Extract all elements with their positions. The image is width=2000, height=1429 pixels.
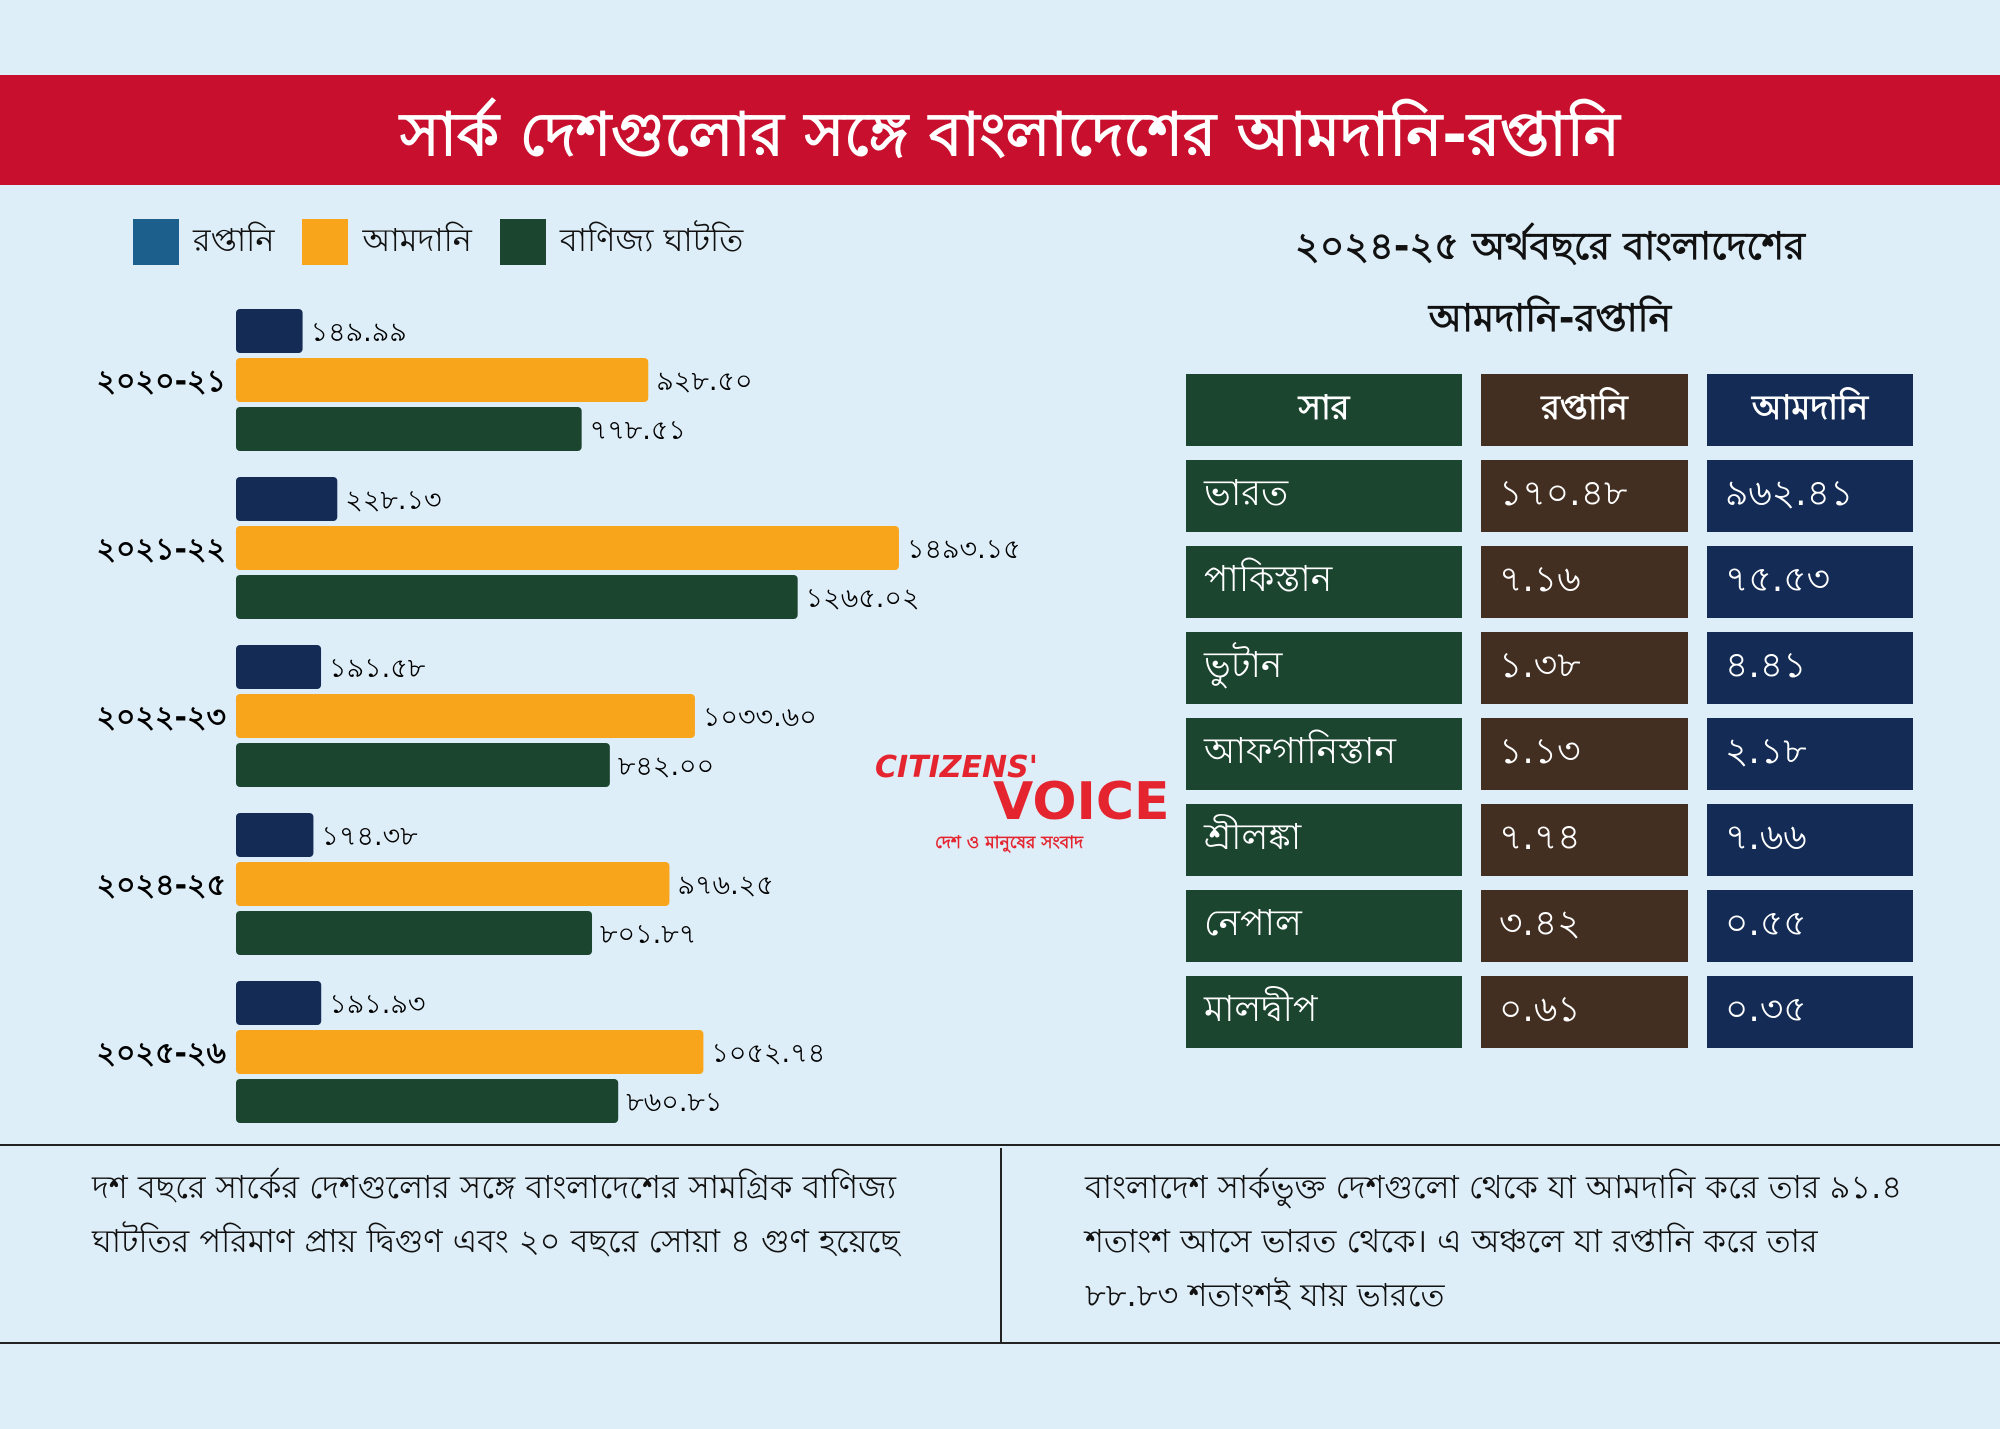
export-cell: ০.৬১ — [1481, 976, 1688, 1048]
import-cell: ২.১৮ — [1707, 718, 1913, 790]
data-label: ১৪৯৩.১৫ — [907, 534, 1021, 565]
year-label: ২০২১-২২ — [97, 532, 226, 567]
chart-legend: রপ্তানি আমদানি বাণিজ্য ঘাটতি — [133, 215, 743, 269]
legend-label: রপ্তানি — [193, 221, 275, 259]
divider — [1000, 1148, 1002, 1342]
country-cell: পাকিস্তান — [1186, 546, 1462, 618]
legend-item-deficit: বাণিজ্য ঘাটতি — [499, 215, 744, 269]
legend-swatch — [499, 219, 546, 265]
data-label: ১০৩৩.৬০ — [703, 702, 817, 733]
legend-item-import: আমদানি — [302, 215, 472, 269]
export-cell: ৭.১৬ — [1481, 546, 1688, 618]
legend-label: বাণিজ্য ঘাটতি — [559, 221, 744, 259]
bar-chart: ২০২০-২১ ১৪৯.৯৯ ৯২৮.৫০ ৭৭৮.৫১ ২০২১-২২ ২২৮.১৩ ১৪… — [97, 309, 1021, 1123]
citizens-voice-logo: CITIZENS' VOICE দেশ ও মানুষের সংবাদ — [875, 750, 1170, 860]
legend-item-export: রপ্তানি — [133, 215, 274, 269]
export-cell: ৩.৪২ — [1481, 890, 1688, 962]
legend-swatch — [133, 219, 179, 265]
import-cell: ৪.৪১ — [1707, 632, 1913, 704]
logo-text: CITIZENS' — [875, 750, 1038, 785]
bar-import — [236, 1030, 704, 1074]
bar-deficit — [236, 743, 610, 787]
note-left: দশ বছরে সার্কের দেশগুলোর সঙ্গে বাংলাদেশে… — [92, 1168, 900, 1260]
bar-import — [236, 862, 670, 906]
bar-export — [236, 645, 322, 689]
table-header: আমদানি — [1707, 374, 1913, 446]
table-title-line1: ২০২৪-২৫ অর্থবছরে বাংলাদেশের — [1295, 224, 1805, 268]
data-label: ১৯১.৫৮ — [329, 653, 426, 684]
export-cell: ৭.৭৪ — [1481, 804, 1688, 876]
legend-swatch — [302, 219, 349, 265]
bar-deficit — [236, 911, 593, 955]
import-cell: ৭.৬৬ — [1707, 804, 1913, 876]
export-cell: ১.৩৮ — [1481, 632, 1688, 704]
data-label: ৭৭৮.৫১ — [590, 415, 686, 446]
data-label: ১৭৪.৩৮ — [321, 821, 418, 852]
table-header: রপ্তানি — [1481, 374, 1688, 446]
bar-export — [236, 981, 322, 1025]
table-header: সার — [1186, 374, 1462, 446]
bar-import — [236, 358, 649, 402]
year-label: ২০২৪-২৫ — [97, 868, 226, 903]
export-cell: ১.১৩ — [1481, 718, 1688, 790]
data-label: ১৪৯.৯৯ — [311, 317, 407, 348]
bar-deficit — [236, 575, 798, 619]
divider — [0, 1342, 2000, 1344]
data-label: ৯২৮.৫০ — [656, 366, 752, 397]
data-label: ১২৬৫.০২ — [806, 583, 920, 614]
year-label: ২০২২-২৩ — [97, 700, 227, 735]
data-label: ৮০১.৮৭ — [600, 919, 696, 950]
import-cell: ৭৫.৫৩ — [1707, 546, 1913, 618]
bar-export — [236, 309, 303, 353]
country-cell: শ্রীলঙ্কা — [1186, 804, 1462, 876]
bar-deficit — [236, 407, 582, 451]
country-cell: ভুটান — [1186, 632, 1462, 704]
bar-import — [236, 694, 695, 738]
page-title: সার্ক দেশগুলোর সঙ্গে বাংলাদেশের আমদানি-র… — [400, 100, 1620, 170]
year-label: ২০২০-২১ — [97, 364, 226, 399]
country-cell: নেপাল — [1186, 890, 1462, 962]
note-right: বাংলাদেশ সার্কভুক্ত দেশগুলো থেকে যা আমদা… — [1085, 1168, 1903, 1314]
logo-tagline: দেশ ও মানুষের সংবাদ — [935, 833, 1084, 853]
bar-export — [236, 477, 338, 521]
data-label: ৮৪২.০০ — [618, 751, 714, 782]
title-banner: সার্ক দেশগুলোর সঙ্গে বাংলাদেশের আমদানি-র… — [0, 75, 2000, 185]
data-label: ২২৮.১৩ — [345, 485, 441, 516]
logo-text: VOICE — [993, 772, 1170, 832]
country-cell: মালদ্বীপ — [1186, 976, 1462, 1048]
table-title-line2: আমদানি-রপ্তানি — [1428, 296, 1672, 340]
bar-deficit — [236, 1079, 619, 1123]
country-cell: ভারত — [1186, 460, 1462, 532]
bar-export — [236, 813, 314, 857]
table-title: ২০২৪-২৫ অর্থবছরে বাংলাদেশের আমদানি-রপ্তা… — [1150, 210, 1950, 354]
data-label: ৮৬০.৮১ — [626, 1087, 722, 1118]
export-cell: ১৭০.৪৮ — [1481, 460, 1688, 532]
year-label: ২০২৫-২৬ — [97, 1036, 227, 1071]
import-cell: ৯৬২.৪১ — [1707, 460, 1913, 532]
data-label: ১০৫২.৭৪ — [711, 1038, 825, 1069]
bar-import — [236, 526, 899, 570]
data-label: ৯৭৬.২৫ — [677, 870, 773, 901]
data-label: ১৯১.৯৩ — [329, 989, 425, 1020]
country-cell: আফগানিস্তান — [1186, 718, 1462, 790]
legend-label: আমদানি — [362, 221, 472, 259]
import-cell: ০.৫৫ — [1707, 890, 1913, 962]
divider — [0, 1144, 2000, 1146]
import-cell: ০.৩৫ — [1707, 976, 1913, 1048]
